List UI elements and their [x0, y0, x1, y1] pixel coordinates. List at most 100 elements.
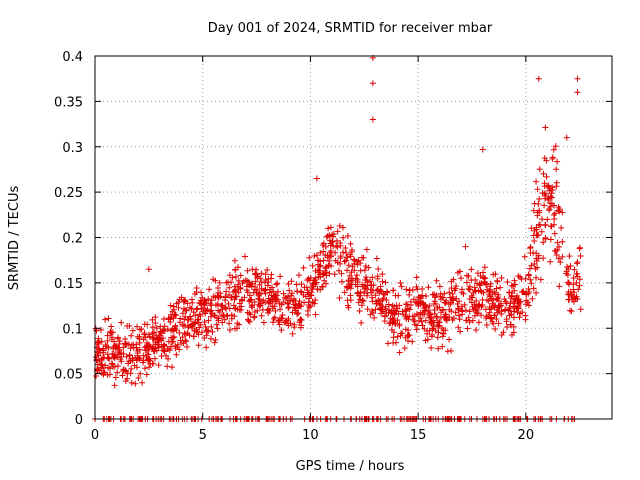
data-point — [487, 315, 494, 322]
data-point — [165, 355, 172, 362]
data-point — [396, 349, 403, 356]
data-point — [554, 239, 561, 246]
data-point — [503, 300, 510, 307]
data-point — [457, 328, 464, 335]
data-point — [98, 338, 105, 345]
data-point — [184, 343, 191, 350]
data-point — [313, 252, 320, 259]
data-point — [307, 303, 314, 310]
chart-title: Day 001 of 2024, SRMTID for receiver mba… — [208, 21, 493, 36]
data-point — [256, 281, 263, 288]
data-point — [425, 307, 432, 314]
data-point — [212, 337, 219, 344]
data-point — [421, 325, 428, 332]
data-point — [456, 316, 463, 323]
data-point — [298, 281, 305, 288]
data-point — [478, 312, 485, 319]
data-point — [193, 306, 200, 313]
data-point — [194, 305, 201, 312]
data-point — [428, 314, 435, 321]
data-point — [345, 284, 352, 291]
data-point — [285, 304, 292, 311]
data-point — [253, 286, 260, 293]
data-point — [489, 300, 496, 307]
data-point — [450, 276, 457, 283]
data-point — [306, 295, 313, 302]
data-point — [574, 259, 581, 266]
data-point — [495, 298, 502, 305]
data-point — [228, 315, 235, 322]
data-point — [150, 329, 157, 336]
data-point — [510, 298, 517, 305]
data-point — [320, 271, 327, 278]
data-point — [309, 282, 316, 289]
data-point — [542, 124, 549, 131]
data-point — [471, 312, 478, 319]
data-point — [149, 324, 156, 331]
data-point — [536, 166, 543, 173]
data-point — [355, 299, 362, 306]
data-point — [103, 343, 110, 350]
data-point — [342, 244, 349, 251]
data-point — [235, 264, 242, 271]
data-point — [167, 316, 174, 323]
data-point — [439, 343, 446, 350]
data-point — [461, 301, 468, 308]
data-point — [169, 364, 176, 371]
data-point — [118, 319, 125, 326]
data-point — [488, 315, 495, 322]
y-tick-label: 0.35 — [54, 95, 83, 110]
data-point — [533, 274, 540, 281]
data-point — [119, 372, 126, 379]
data-point — [272, 298, 279, 305]
data-point — [181, 330, 188, 337]
data-point — [106, 371, 113, 378]
data-point — [483, 322, 490, 329]
data-point — [373, 255, 380, 262]
data-point — [288, 278, 295, 285]
data-point — [254, 273, 261, 280]
data-point — [315, 269, 322, 276]
data-point — [469, 317, 476, 324]
data-point — [577, 306, 584, 313]
outlier-point — [535, 75, 542, 82]
data-point — [426, 327, 433, 334]
plot-frame — [94, 55, 613, 420]
data-point — [272, 307, 279, 314]
data-point — [434, 334, 441, 341]
y-tick-label: 0.25 — [54, 186, 83, 201]
data-point — [537, 276, 544, 283]
data-point — [317, 249, 324, 256]
data-point — [255, 292, 262, 299]
data-point — [321, 277, 328, 284]
data-point — [576, 245, 583, 252]
data-point — [211, 339, 218, 346]
data-point — [202, 323, 209, 330]
data-point — [541, 190, 548, 197]
data-point — [295, 272, 302, 279]
data-point — [149, 316, 156, 323]
data-point — [367, 278, 374, 285]
data-point — [536, 195, 543, 202]
data-point — [176, 329, 183, 336]
data-point — [369, 287, 376, 294]
data-point — [270, 319, 277, 326]
data-point — [306, 254, 313, 261]
data-point — [540, 239, 547, 246]
data-point — [493, 315, 500, 322]
data-point — [379, 278, 386, 285]
data-point — [128, 379, 135, 386]
data-point — [264, 266, 271, 273]
data-point — [573, 279, 580, 286]
data-point — [576, 276, 583, 283]
data-point — [144, 321, 151, 328]
data-point — [252, 278, 259, 285]
data-point — [515, 272, 522, 279]
data-point — [305, 299, 312, 306]
data-point — [429, 331, 436, 338]
data-point — [122, 377, 129, 384]
data-point — [502, 306, 509, 313]
data-point — [158, 337, 165, 344]
data-point — [228, 294, 235, 301]
data-point — [519, 309, 526, 316]
